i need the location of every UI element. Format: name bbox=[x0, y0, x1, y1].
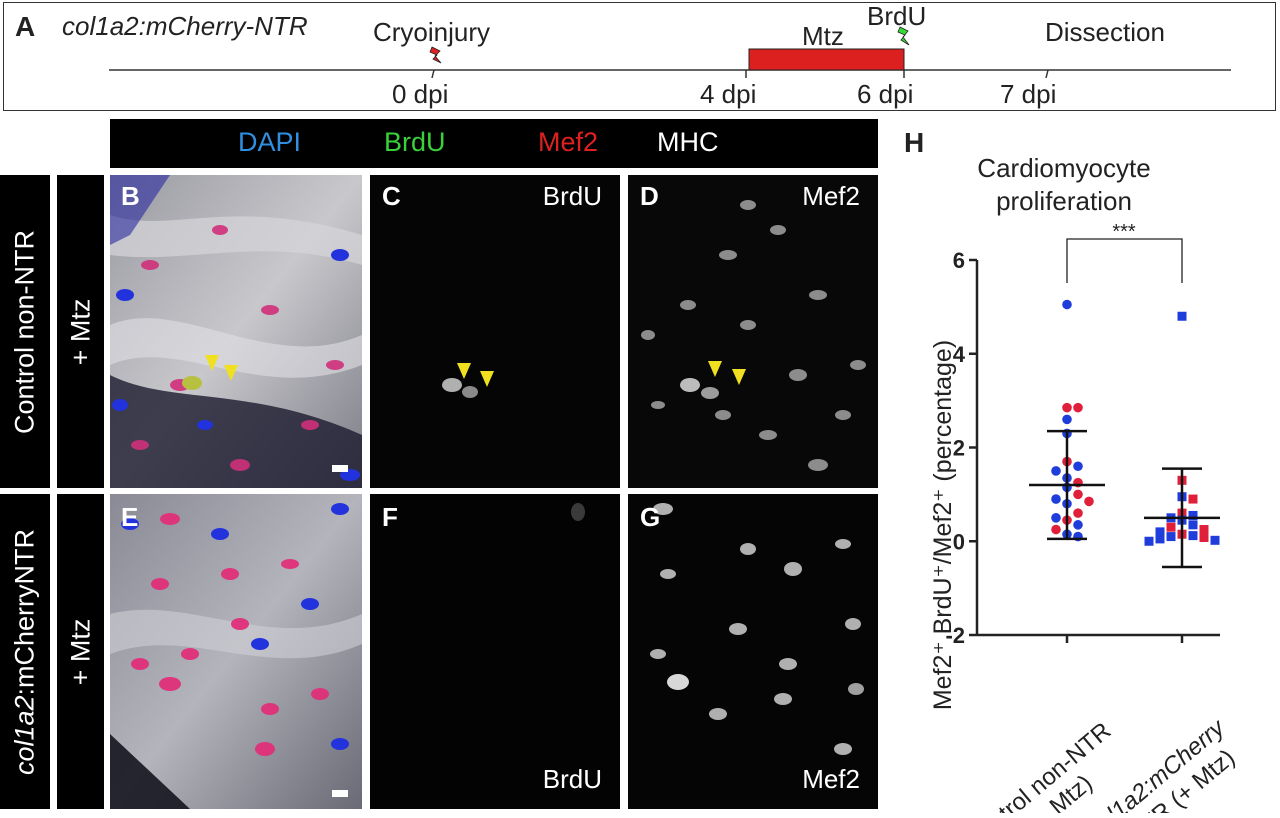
data-point bbox=[1188, 510, 1198, 520]
y-axis-label: Mef2⁺ BrdU⁺/Mef2⁺ (percentage) bbox=[929, 340, 957, 710]
tick-label-6dpi: 6 dpi bbox=[857, 79, 914, 109]
panel-g-channel: Mef2 bbox=[802, 764, 860, 794]
panel-letter-f: F bbox=[382, 502, 398, 532]
data-point bbox=[1062, 402, 1072, 413]
tick-label-7dpi: 7 dpi bbox=[1000, 79, 1057, 109]
panel-letter-h: H bbox=[904, 127, 924, 158]
data-point bbox=[1188, 494, 1198, 504]
panel-letter-d: D bbox=[640, 181, 659, 211]
y-tick-label: 0 bbox=[953, 529, 965, 554]
stain-dapi: DAPI bbox=[238, 127, 302, 157]
y-tick-label: 4 bbox=[953, 342, 966, 367]
data-point bbox=[1051, 513, 1061, 523]
panel-c-brdu-image: C BrdU bbox=[370, 175, 620, 488]
scale-bar bbox=[332, 465, 348, 472]
brdu-event-label: BrdU bbox=[867, 1, 927, 31]
data-point bbox=[1073, 489, 1083, 500]
data-point bbox=[1051, 524, 1061, 535]
y-tick-label: 2 bbox=[953, 436, 965, 461]
panel-h-chart: H Cardiomyocyte proliferation *** Mef2⁺ … bbox=[880, 120, 1280, 818]
panel-letter-a: A bbox=[15, 11, 36, 42]
data-point bbox=[1155, 534, 1165, 544]
chart-title-line1: Cardiomyocyte bbox=[977, 153, 1150, 183]
construct-label: col1a2:mCherry-NTR bbox=[62, 11, 308, 41]
data-point bbox=[1073, 461, 1083, 472]
panel-f-brdu-image: F BrdU bbox=[370, 494, 620, 809]
panel-c-channel: BrdU bbox=[542, 181, 602, 211]
panel-g-mef2-image: G Mef2 bbox=[628, 494, 878, 809]
panel-b-merge-image: B bbox=[110, 175, 362, 488]
tick-0dpi bbox=[431, 69, 435, 79]
y-tick-label: 6 bbox=[953, 248, 965, 273]
stain-mhc: MHC bbox=[657, 127, 719, 157]
brdu-bolt-icon bbox=[897, 26, 910, 46]
data-point bbox=[1062, 299, 1072, 310]
stain-mef2: Mef2 bbox=[538, 127, 599, 157]
data-point bbox=[1073, 508, 1083, 518]
data-point bbox=[1177, 311, 1187, 321]
significance-bracket bbox=[1066, 238, 1183, 283]
panel-f-channel: BrdU bbox=[542, 764, 602, 794]
data-point bbox=[1199, 525, 1209, 535]
data-point bbox=[1073, 402, 1083, 413]
mtz-label: Mtz bbox=[802, 21, 844, 51]
data-point bbox=[1188, 520, 1198, 530]
arrowhead-icon bbox=[205, 355, 219, 371]
data-point bbox=[1166, 522, 1176, 532]
tick-7dpi bbox=[1045, 69, 1049, 79]
row-label-ntr: col1a2:mCherryNTR bbox=[0, 494, 50, 809]
x-label-control-line1: control non-NTR bbox=[964, 717, 1116, 813]
tick-label-4dpi: 4 dpi bbox=[700, 79, 757, 109]
data-point bbox=[1210, 535, 1220, 545]
row-treatment-control: + Mtz bbox=[57, 175, 104, 488]
panel-letter-g: G bbox=[640, 502, 661, 532]
panel-d-channel: Mef2 bbox=[802, 181, 860, 211]
scale-bar bbox=[332, 790, 348, 797]
arrowhead-icon bbox=[708, 361, 722, 377]
data-point bbox=[1199, 533, 1209, 542]
cryoinjury-bolt-icon bbox=[429, 46, 442, 64]
panel-letter-e: E bbox=[121, 502, 139, 532]
data-point bbox=[1073, 520, 1083, 530]
tick-label-0dpi: 0 dpi bbox=[392, 79, 449, 109]
dissection-label: Dissection bbox=[1045, 17, 1165, 47]
timeline-panel: A col1a2:mCherry-NTR Cryoinjury Mtz BrdU… bbox=[3, 1, 1276, 111]
significance-label: *** bbox=[1112, 221, 1136, 243]
data-point bbox=[1084, 496, 1094, 507]
data-point bbox=[1166, 532, 1176, 542]
panel-d-mef2-image: D Mef2 bbox=[628, 175, 878, 488]
arrowhead-icon bbox=[732, 369, 746, 385]
timeline-graphic bbox=[109, 26, 1231, 79]
data-point bbox=[1188, 531, 1198, 541]
cryoinjury-label: Cryoinjury bbox=[373, 17, 491, 47]
mtz-treatment-bar bbox=[748, 48, 905, 71]
data-point bbox=[1051, 494, 1061, 504]
arrowhead-icon bbox=[224, 365, 238, 381]
data-point bbox=[1155, 527, 1165, 537]
stain-brdu: BrdU bbox=[384, 127, 446, 157]
data-point bbox=[1062, 414, 1072, 425]
panel-letter-b: B bbox=[121, 181, 140, 211]
data-point bbox=[1144, 536, 1154, 546]
arrowhead-icon bbox=[457, 363, 471, 379]
panel-e-merge-image: E bbox=[110, 494, 362, 809]
row-label-control: Control non-NTR bbox=[0, 175, 50, 488]
chart-title-line2: proliferation bbox=[996, 186, 1132, 216]
arrowhead-icon bbox=[480, 371, 494, 387]
data-point bbox=[1051, 466, 1061, 476]
panel-letter-c: C bbox=[382, 181, 401, 211]
row-treatment-ntr: + Mtz bbox=[57, 494, 104, 809]
stain-legend-header: DAPI BrdU Mef2 MHC bbox=[110, 119, 878, 168]
y-tick-label: -2 bbox=[945, 623, 965, 648]
